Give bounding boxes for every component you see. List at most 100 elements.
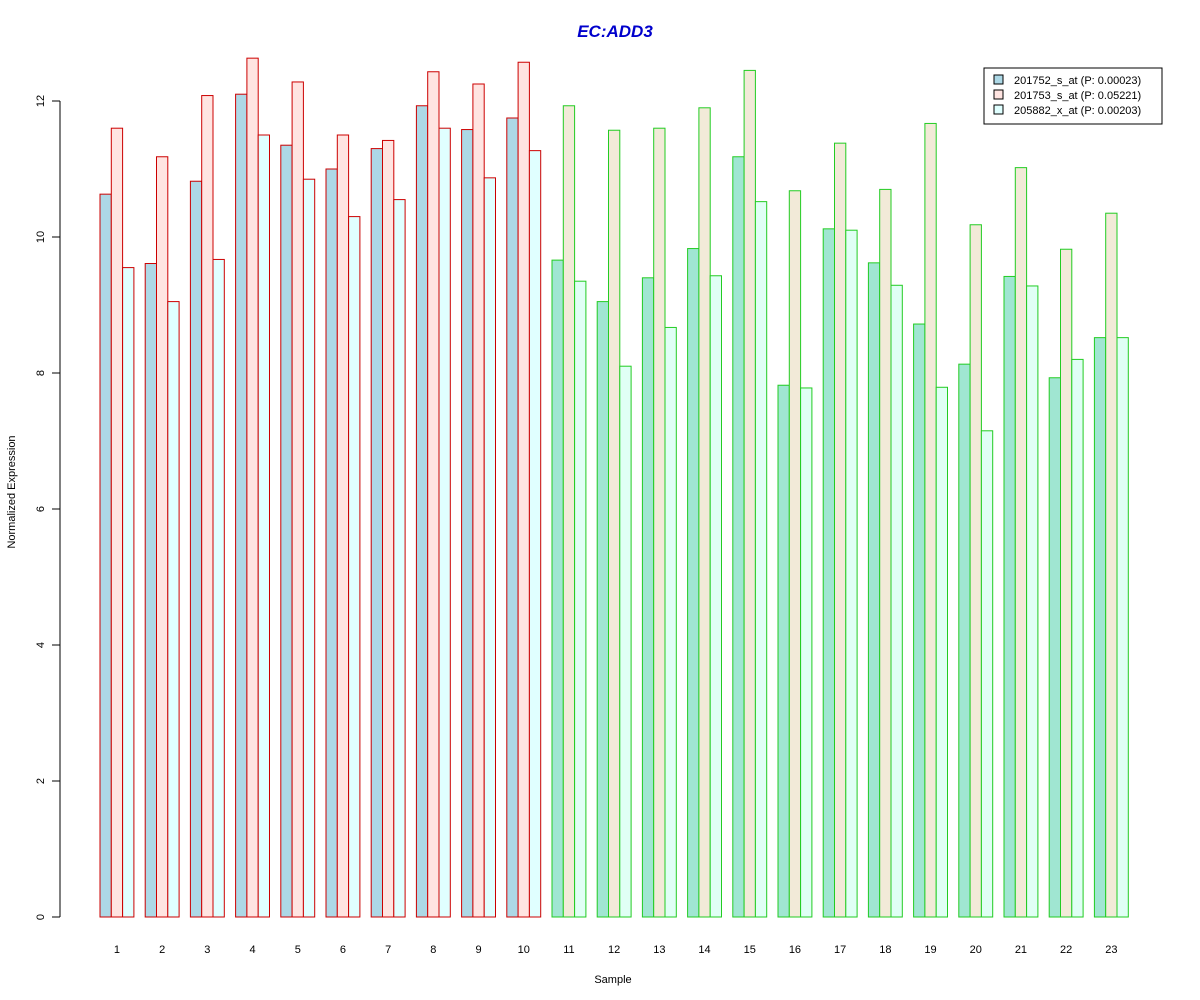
bar-sample-16-series-2 [788, 190, 802, 918]
x-tick-label: 15 [744, 944, 756, 956]
bar-sample-1-series-1 [99, 193, 112, 918]
bar-sample-22-series-1 [1048, 377, 1061, 918]
x-tick-label: 12 [608, 944, 620, 956]
bar-sample-2-series-1 [144, 263, 157, 918]
x-tick-label: 6 [340, 944, 346, 956]
bar-sample-15-series-2 [743, 69, 756, 918]
x-tick-label: 13 [653, 944, 665, 956]
bars-layer [99, 57, 1129, 918]
bar-sample-18-series-2 [879, 188, 892, 918]
x-tick-label: 16 [789, 944, 801, 956]
bar-sample-13-series-1 [641, 277, 655, 918]
x-tick-label: 17 [834, 944, 846, 956]
bar-sample-3-series-3 [212, 258, 225, 918]
legend-label: 205882_x_at (P: 0.00203) [1014, 105, 1141, 117]
bar-sample-8-series-3 [438, 127, 451, 918]
bar-sample-19-series-2 [924, 122, 937, 918]
legend-swatch [993, 104, 1004, 115]
bar-sample-11-series-2 [562, 105, 576, 918]
bar-sample-12-series-1 [596, 301, 610, 918]
x-tick-label: 8 [430, 944, 436, 956]
x-tick-labels: 1 2 3 4 5 6 7 8 9 10 11 12 13 14 15 16 17 18 19 20 21 22 23 [114, 944, 1118, 956]
bar-sample-5-series-1 [280, 144, 293, 918]
bar-sample-4-series-2 [246, 57, 259, 918]
bar-sample-7-series-3 [393, 199, 406, 918]
bar-sample-11-series-1 [551, 259, 564, 918]
bar-sample-12-series-2 [608, 129, 621, 918]
bar-sample-9-series-3 [483, 177, 497, 918]
x-tick-label: 2 [159, 944, 165, 956]
bar-sample-23-series-1 [1093, 337, 1107, 918]
legend-swatch [993, 74, 1004, 85]
bar-sample-5-series-2 [291, 81, 304, 918]
y-tick-label: 4 [35, 642, 47, 648]
bar-sample-22-series-3 [1071, 358, 1084, 918]
y-tick-label: 8 [35, 370, 47, 376]
x-tick-label: 5 [295, 944, 301, 956]
bar-sample-12-series-3 [619, 365, 632, 918]
bar-sample-16-series-3 [800, 387, 813, 918]
bar-sample-17-series-1 [822, 228, 836, 918]
x-tick-label: 18 [879, 944, 891, 956]
bar-sample-16-series-1 [777, 384, 790, 918]
legend-box [983, 67, 1163, 125]
bar-sample-8-series-2 [427, 71, 440, 918]
bar-sample-2-series-3 [167, 301, 180, 918]
bar-sample-10-series-1 [506, 117, 519, 918]
bar-sample-3-series-1 [189, 180, 203, 918]
bar-sample-19-series-3 [935, 386, 949, 918]
y-tick-label: 0 [35, 914, 47, 920]
x-tick-label: 4 [249, 944, 255, 956]
bar-sample-15-series-1 [732, 156, 745, 918]
bar-sample-6-series-1 [325, 168, 338, 918]
bar-sample-22-series-2 [1060, 248, 1073, 918]
x-tick-label: 7 [385, 944, 391, 956]
bar-sample-4-series-1 [235, 93, 248, 918]
bar-sample-9-series-1 [461, 129, 474, 918]
bar-sample-18-series-3 [890, 284, 903, 918]
bar-sample-7-series-2 [382, 139, 395, 918]
y-axis: 0 2 4 6 8 10 12 [35, 95, 61, 920]
bar-sample-10-series-2 [517, 61, 530, 918]
bar-sample-23-series-3 [1116, 337, 1129, 918]
bar-sample-20-series-3 [980, 430, 994, 918]
bar-sample-5-series-3 [302, 178, 316, 918]
bar-sample-2-series-2 [156, 156, 169, 918]
x-tick-label: 10 [518, 944, 530, 956]
bar-sample-4-series-3 [257, 134, 271, 918]
bar-sample-21-series-1 [1003, 275, 1016, 918]
x-tick-label: 21 [1015, 944, 1027, 956]
x-tick-label: 20 [970, 944, 982, 956]
bar-sample-9-series-2 [472, 83, 485, 918]
x-tick-label: 19 [924, 944, 936, 956]
x-tick-label: 11 [563, 944, 574, 956]
bar-sample-20-series-2 [969, 224, 982, 918]
bar-sample-13-series-2 [653, 127, 666, 918]
bar-sample-15-series-3 [754, 201, 768, 918]
x-tick-label: 9 [475, 944, 481, 956]
bar-sample-17-series-3 [845, 229, 858, 918]
bar-sample-6-series-3 [348, 216, 361, 918]
y-tick-label: 2 [35, 778, 47, 784]
bar-sample-14-series-1 [687, 248, 700, 918]
y-tick-label: 12 [35, 95, 47, 107]
bar-sample-1-series-2 [110, 127, 124, 918]
y-tick-label: 6 [35, 506, 47, 512]
bar-sample-8-series-1 [415, 105, 429, 918]
x-tick-label: 1 [114, 944, 120, 956]
x-tick-label: 22 [1060, 944, 1072, 956]
bar-sample-19-series-1 [913, 323, 926, 918]
legend: 201752_s_at (P: 0.00023) 201753_s_at (P: … [983, 67, 1163, 125]
chart-title: EC:ADD3 [577, 22, 653, 41]
x-tick-label: 14 [698, 944, 710, 956]
bar-sample-10-series-3 [528, 150, 542, 918]
bar-sample-20-series-1 [958, 363, 971, 918]
bar-sample-7-series-1 [370, 148, 384, 918]
bar-sample-11-series-3 [574, 280, 587, 918]
bar-sample-21-series-2 [1014, 167, 1028, 918]
legend-label: 201753_s_at (P: 0.05221) [1014, 90, 1141, 102]
bar-sample-6-series-2 [336, 134, 350, 918]
bar-sample-23-series-2 [1105, 212, 1118, 918]
